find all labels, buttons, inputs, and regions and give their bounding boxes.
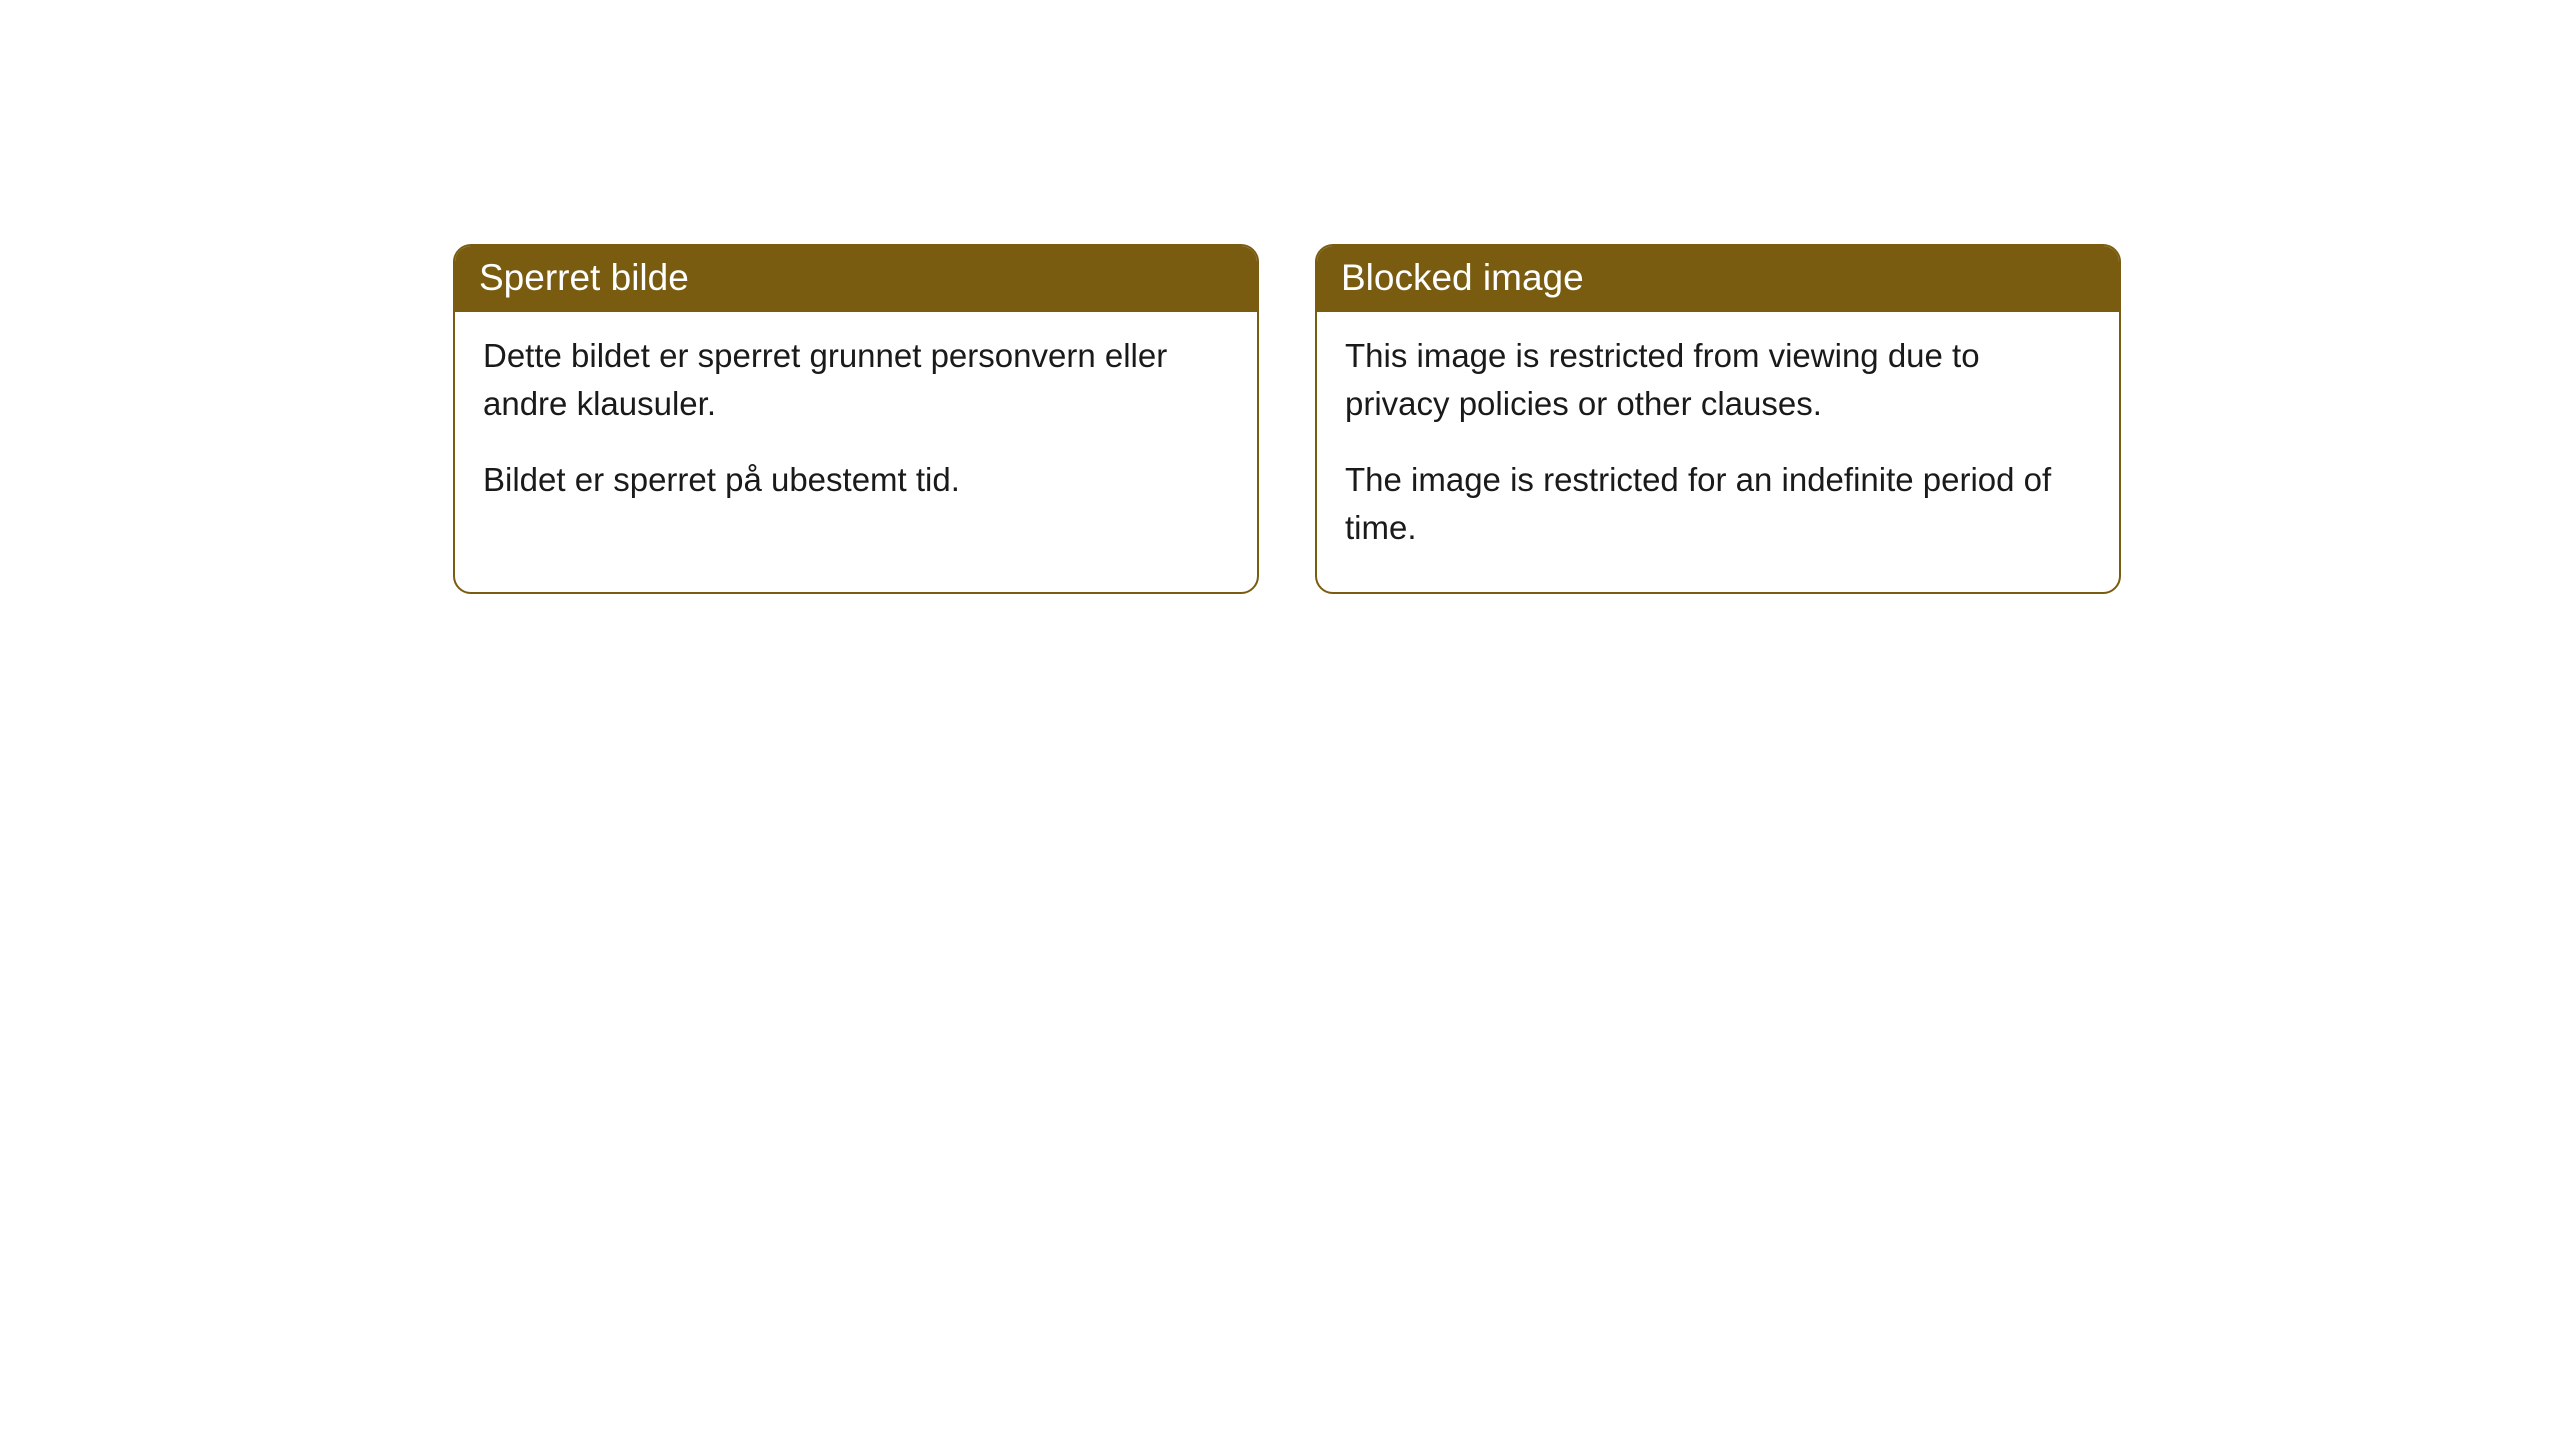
notice-paragraph-1: Dette bildet er sperret grunnet personve… (483, 332, 1229, 428)
notice-paragraph-2: The image is restricted for an indefinit… (1345, 456, 2091, 552)
notice-paragraph-1: This image is restricted from viewing du… (1345, 332, 2091, 428)
notice-card-english: Blocked image This image is restricted f… (1315, 244, 2121, 594)
notice-card-norwegian: Sperret bilde Dette bildet er sperret gr… (453, 244, 1259, 594)
notice-body: Dette bildet er sperret grunnet personve… (455, 312, 1257, 544)
notice-header: Sperret bilde (455, 246, 1257, 312)
notice-container: Sperret bilde Dette bildet er sperret gr… (453, 244, 2121, 594)
notice-body: This image is restricted from viewing du… (1317, 312, 2119, 591)
notice-header: Blocked image (1317, 246, 2119, 312)
notice-paragraph-2: Bildet er sperret på ubestemt tid. (483, 456, 1229, 504)
